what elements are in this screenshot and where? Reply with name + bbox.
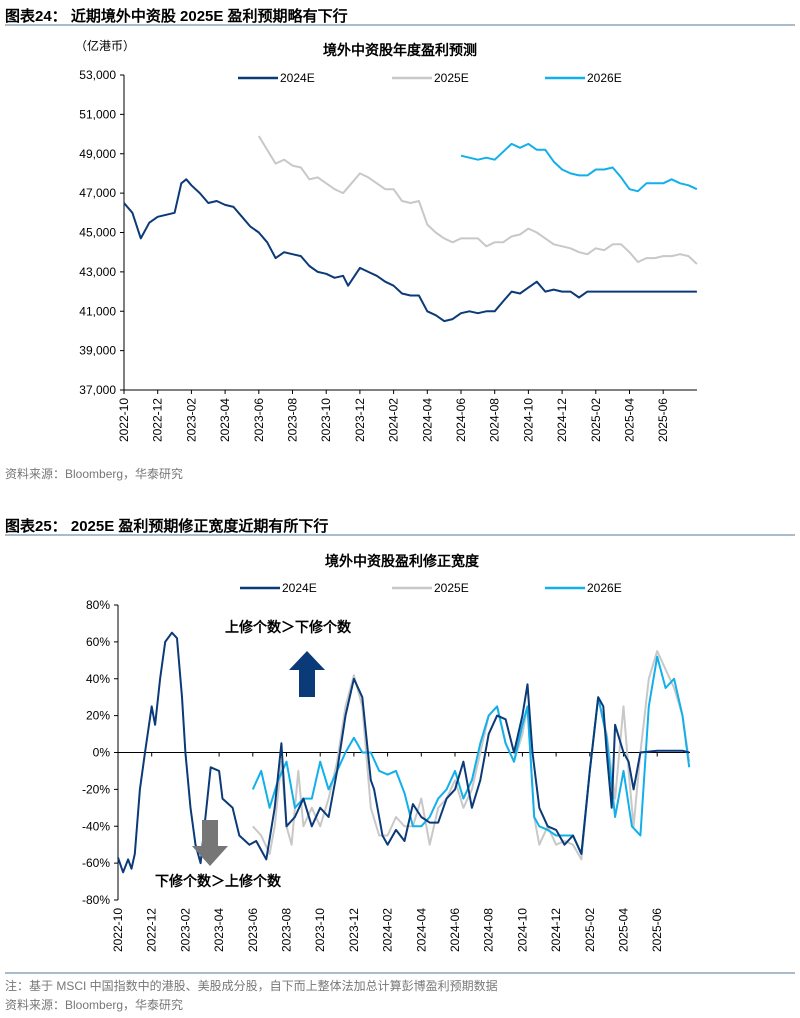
- x-tick-label: 2024-10: [521, 398, 535, 442]
- x-tick-label: 2025-02: [589, 398, 603, 442]
- x-tick-label: 2023-06: [246, 908, 260, 952]
- x-tick-label: 2022-12: [151, 398, 165, 442]
- x-tick-label: 2023-10: [319, 398, 333, 442]
- annotation-upward-revisions: 上修个数＞下修个数: [225, 619, 352, 635]
- x-tick-label: 2023-10: [313, 908, 327, 952]
- legend-label-2024E: 2024E: [280, 71, 315, 85]
- y-tick-label: -60%: [82, 856, 110, 870]
- chart-revision-breadth: 境外中资股盈利修正宽度 2024E 2025E 2026E -80% -60% -40% -2…: [82, 553, 691, 952]
- legend-label-2025E: 2025E: [434, 581, 469, 595]
- x-tick-label: 2025-06: [656, 398, 670, 442]
- x-tick-label: 2024-04: [414, 908, 428, 952]
- x-tick-label: 2024-06: [448, 908, 462, 952]
- chart-earnings-forecast: 境外中资股年度盈利预测 （亿港币） 2024E 2025E 2026E 37,000 39,…: [75, 38, 698, 442]
- annotation-downward-revisions: 下修个数＞上修个数: [155, 873, 282, 889]
- figure25-divider: [5, 534, 795, 536]
- y-tick-label: 41,000: [79, 304, 116, 318]
- y-axis-unit-label: （亿港币）: [75, 38, 135, 53]
- series-line-2026E: [460, 142, 698, 193]
- series-line-2025E: [252, 650, 691, 861]
- y-tick-label: 37,000: [79, 383, 116, 397]
- x-tick-label: 2022-10: [111, 908, 125, 952]
- x-tick-label: 2024-02: [387, 398, 401, 442]
- y-tick-label: 53,000: [79, 68, 116, 82]
- x-tick-label: 2024-08: [488, 398, 502, 442]
- x-tick-label: 2023-08: [280, 908, 294, 952]
- chart-title: 境外中资股年度盈利预测: [323, 42, 477, 58]
- x-tick-label: 2023-02: [178, 908, 192, 952]
- x-tick-label: 2025-04: [617, 908, 631, 952]
- x-tick-label: 2024-08: [482, 908, 496, 952]
- legend-label-2026E: 2026E: [587, 71, 622, 85]
- figure24-divider: [5, 24, 795, 26]
- series-line-2026E: [251, 655, 691, 855]
- x-tick-label: 2023-06: [252, 398, 266, 442]
- up-arrow-icon: [289, 651, 325, 697]
- x-tick-label: 2025-06: [650, 908, 664, 952]
- y-tick-label: 60%: [86, 635, 110, 649]
- x-tick-label: 2024-02: [381, 908, 395, 952]
- x-tick-label: 2022-10: [117, 398, 131, 442]
- x-tick-label: 2023-04: [212, 908, 226, 952]
- figure24-source: 资料来源：Bloomberg，华泰研究: [5, 467, 184, 481]
- down-arrow-icon: [192, 820, 228, 866]
- x-tick-label: 2023-08: [286, 398, 300, 442]
- x-tick-label: 2025-04: [623, 398, 637, 442]
- series-line-2024E: [123, 178, 697, 323]
- y-tick-label: 43,000: [79, 265, 116, 279]
- figure25-note: 注：基于 MSCI 中国指数中的港股、美股成分股，自下而上整体法加总计算彭博盈利…: [5, 979, 498, 993]
- series-line-2025E: [257, 135, 698, 265]
- x-tick-label: 2022-12: [145, 908, 159, 952]
- x-tick-label: 2024-12: [555, 398, 569, 442]
- y-tick-label: 45,000: [79, 226, 116, 240]
- legend-label-2025E: 2025E: [434, 71, 469, 85]
- series-line-2024E: [117, 631, 690, 874]
- figure25-bottom-divider: [5, 972, 795, 974]
- legend-label-2026E: 2026E: [587, 581, 622, 595]
- x-tick-label: 2023-04: [218, 398, 232, 442]
- y-tick-label: -20%: [82, 782, 110, 796]
- x-tick-label: 2025-02: [583, 908, 597, 952]
- y-tick-label: -40%: [82, 819, 110, 833]
- y-tick-label: 39,000: [79, 344, 116, 358]
- chart-title: 境外中资股盈利修正宽度: [325, 553, 480, 569]
- y-tick-label: -80%: [82, 893, 110, 907]
- x-tick-label: 2024-10: [515, 908, 529, 952]
- y-tick-label: 80%: [86, 598, 110, 612]
- y-tick-label: 40%: [86, 672, 110, 686]
- x-tick-label: 2024-06: [454, 398, 468, 442]
- x-tick-label: 2024-04: [420, 398, 434, 442]
- x-tick-label: 2024-12: [549, 908, 563, 952]
- figure24-caption: 图表24： 近期境外中资股 2025E 盈利预期略有下行: [5, 8, 348, 25]
- y-tick-label: 47,000: [79, 186, 116, 200]
- y-tick-label: 49,000: [79, 147, 116, 161]
- figure25-caption: 图表25： 2025E 盈利预期修正宽度近期有所下行: [5, 518, 329, 535]
- x-tick-label: 2023-12: [353, 398, 367, 442]
- y-tick-label: 51,000: [79, 107, 116, 121]
- x-tick-label: 2023-12: [347, 908, 361, 952]
- y-tick-label: 0%: [93, 746, 111, 760]
- legend-label-2024E: 2024E: [282, 581, 317, 595]
- figure25-source: 资料来源：Bloomberg，华泰研究: [5, 998, 184, 1012]
- y-tick-label: 20%: [86, 709, 110, 723]
- x-tick-label: 2023-02: [184, 398, 198, 442]
